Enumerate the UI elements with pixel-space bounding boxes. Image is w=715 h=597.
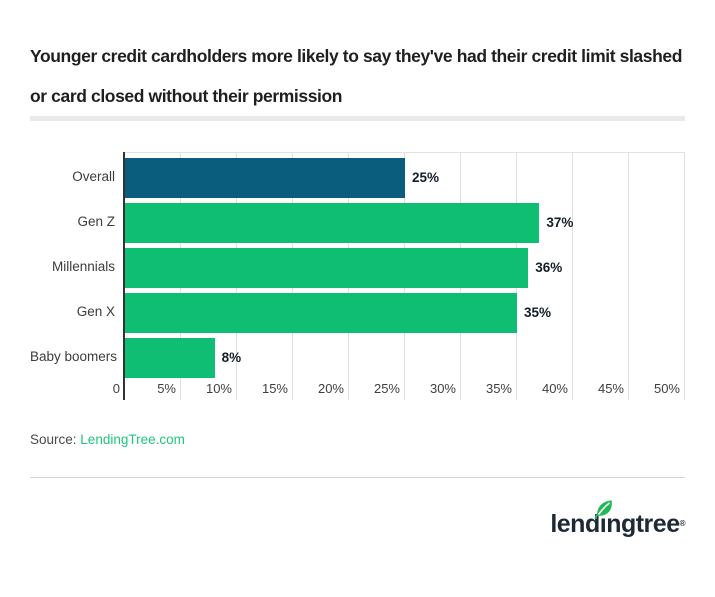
logo-text-post: ngtree xyxy=(606,510,680,538)
x-tick-label: 35% xyxy=(485,381,512,396)
plot-area: 25% 37% 36% 35% 8% xyxy=(125,152,685,378)
x-tick-label: 5% xyxy=(157,381,176,396)
x-tick-label: 20% xyxy=(317,381,344,396)
bar: 35% xyxy=(125,293,551,333)
x-tick-label: 40% xyxy=(541,381,568,396)
x-tick-label: 10% xyxy=(205,381,232,396)
bar: 37% xyxy=(125,203,573,243)
bar: 25% xyxy=(125,158,439,198)
registered-mark: ® xyxy=(679,519,686,528)
bar: 8% xyxy=(125,338,241,378)
x-tick-label: 30% xyxy=(429,381,456,396)
bar-value-label: 35% xyxy=(524,305,552,320)
category-label: Gen Z xyxy=(77,214,115,229)
logo-text-pre: lend xyxy=(550,510,600,538)
bar-value-label: 8% xyxy=(221,350,242,365)
footer: lend ıngtree® xyxy=(30,500,686,538)
source-line: Source: LendingTree.com xyxy=(30,432,685,447)
x-tick-label: 45% xyxy=(597,381,624,396)
category-label: Overall xyxy=(72,169,115,184)
x-tick-label: 0 xyxy=(112,381,120,396)
bar-chart: Overall Gen Z Millennials Gen X Baby boomers… xyxy=(30,152,685,400)
bar-value-label: 37% xyxy=(546,215,574,230)
category-label: Gen X xyxy=(76,304,115,319)
bar: 36% xyxy=(125,248,562,288)
category-labels: Overall Gen Z Millennials Gen X Baby boomers xyxy=(30,152,118,378)
category-label: Millennials xyxy=(51,259,115,274)
x-tick-label: 25% xyxy=(373,381,400,396)
chart-title: Younger credit cardholders more likely t… xyxy=(30,46,682,106)
source-label: Source: xyxy=(30,432,77,447)
leaf-icon xyxy=(594,500,612,519)
bar-value-label: 25% xyxy=(412,170,440,185)
gridline xyxy=(684,152,685,400)
gridline xyxy=(628,152,629,400)
x-tick-label: 50% xyxy=(653,381,680,396)
gridline xyxy=(572,152,573,400)
category-label: Baby boomers xyxy=(30,349,118,364)
x-axis-ticks: 0 5% 10% 15% 20% 25% 30% 35% 40% 45% 50% xyxy=(113,378,685,400)
infographic: Younger credit cardholders more likely t… xyxy=(0,36,715,597)
title-divider xyxy=(30,116,685,121)
x-tick-label: 15% xyxy=(261,381,288,396)
bar-value-label: 36% xyxy=(535,260,563,275)
logo-letter-i: ı xyxy=(594,500,612,537)
source-link[interactable]: LendingTree.com xyxy=(80,432,185,447)
footer-divider xyxy=(30,477,685,478)
lendingtree-logo: lend ıngtree® xyxy=(550,500,686,538)
plot-wrapper: 25% 37% 36% 35% 8% 0 5% 10% 15% 20% 25% 30% 35% 40% 4… xyxy=(113,152,685,400)
